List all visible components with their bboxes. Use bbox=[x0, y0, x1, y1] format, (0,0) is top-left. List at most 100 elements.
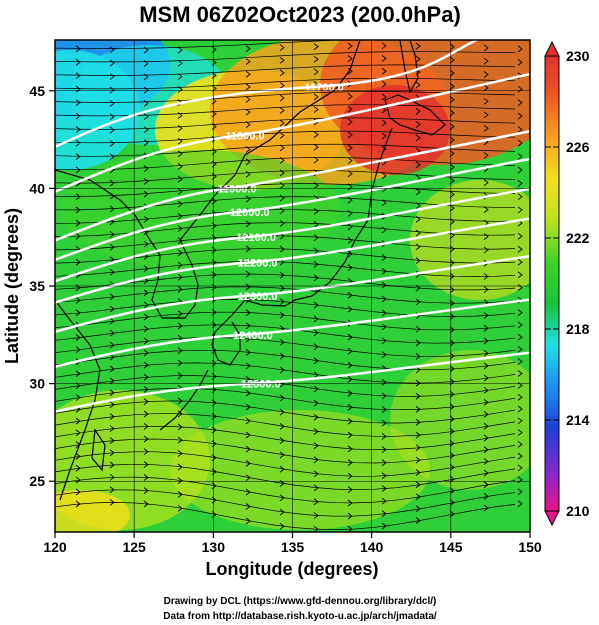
wind-arrow bbox=[347, 472, 353, 480]
wind-arrow bbox=[347, 131, 353, 139]
streamline bbox=[55, 235, 516, 251]
wind-arrow bbox=[517, 112, 523, 120]
wind-arrow bbox=[177, 175, 183, 183]
wind-arrow bbox=[517, 153, 523, 160]
wind-arrow bbox=[415, 481, 421, 489]
height-contour bbox=[55, 298, 530, 369]
contour-label: 12500.0 bbox=[241, 379, 281, 391]
wind-arrow bbox=[177, 125, 183, 132]
wind-arrow bbox=[109, 377, 115, 385]
x-tick-label: 135 bbox=[281, 539, 305, 555]
wind-arrow bbox=[75, 488, 81, 496]
wind-arrow bbox=[517, 45, 523, 53]
wind-arrow bbox=[415, 257, 421, 264]
wind-arrow bbox=[245, 348, 251, 356]
wind-arrow bbox=[109, 449, 115, 457]
wind-arrow bbox=[381, 485, 387, 492]
wind-arrow bbox=[483, 492, 489, 500]
wind-arrow bbox=[143, 178, 149, 185]
wind-arrow bbox=[347, 223, 353, 231]
wind-arrow bbox=[279, 94, 285, 102]
height-contour bbox=[55, 129, 530, 242]
wind-arrow bbox=[449, 218, 455, 226]
y-axis: 25 30 35 40 45 bbox=[29, 83, 55, 489]
wind-arrow bbox=[517, 58, 523, 66]
wind-arrow bbox=[313, 131, 319, 138]
wind-arrow bbox=[245, 362, 251, 370]
wind-arrow bbox=[415, 55, 421, 63]
wind-arrow bbox=[177, 150, 183, 158]
wind-arrow bbox=[109, 73, 115, 80]
wind-arrow bbox=[313, 247, 319, 255]
wind-arrow bbox=[483, 374, 489, 382]
wind-arrow bbox=[449, 136, 455, 144]
wind-arrow bbox=[177, 423, 183, 431]
wind-arrow bbox=[483, 469, 489, 477]
wind-arrow bbox=[517, 85, 523, 93]
colorbar-tick-label: 226 bbox=[566, 139, 590, 155]
wind-arrow bbox=[143, 461, 149, 468]
wind-arrow bbox=[109, 329, 115, 337]
wind-arrow bbox=[177, 450, 183, 457]
wind-arrow bbox=[245, 96, 251, 103]
wind-arrow bbox=[75, 58, 81, 66]
wind-arrow bbox=[347, 417, 353, 425]
wind-arrow bbox=[313, 234, 319, 242]
grid bbox=[55, 40, 530, 532]
wind-arrow bbox=[347, 55, 353, 62]
temperature-patch bbox=[390, 350, 530, 490]
wind-arrow bbox=[449, 440, 455, 447]
wind-arrow bbox=[245, 45, 251, 52]
wind-arrow bbox=[483, 233, 489, 240]
wind-arrow bbox=[109, 365, 115, 373]
wind-arrow bbox=[245, 488, 251, 496]
wind-arrow bbox=[449, 487, 455, 495]
wind-arrow bbox=[347, 264, 353, 272]
wind-arrow bbox=[279, 437, 285, 444]
wind-arrow bbox=[177, 112, 183, 119]
wind-arrow bbox=[75, 99, 81, 106]
wind-arrow bbox=[245, 309, 251, 317]
y-tick-label: 35 bbox=[29, 278, 45, 294]
wind-arrow bbox=[313, 301, 319, 309]
wind-arrow bbox=[279, 69, 285, 77]
wind-arrow bbox=[245, 403, 251, 411]
contour-label: 11800.0 bbox=[225, 131, 264, 143]
colorbar-tick-label: 218 bbox=[566, 321, 590, 337]
wind-arrow bbox=[75, 429, 81, 437]
wind-arrow bbox=[143, 165, 149, 172]
wind-arrow bbox=[381, 446, 387, 453]
contour-label: 12100.0 bbox=[236, 232, 276, 244]
wind-arrow bbox=[143, 215, 149, 223]
wind-arrow bbox=[75, 232, 81, 240]
wind-arrow bbox=[381, 309, 387, 317]
wind-arrow bbox=[279, 508, 285, 516]
wind-arrow bbox=[449, 259, 455, 267]
japan-kyushu-coastline bbox=[211, 321, 241, 366]
wind-arrow bbox=[109, 293, 115, 301]
japan-hokkaido-coastline bbox=[384, 94, 446, 136]
wind-arrow bbox=[415, 121, 421, 128]
wind-arrow bbox=[143, 240, 149, 248]
wind-arrow bbox=[75, 417, 81, 425]
wind-arrow bbox=[483, 179, 489, 186]
wind-arrow bbox=[177, 137, 183, 145]
wind-arrow bbox=[517, 99, 523, 107]
wind-arrow bbox=[313, 512, 319, 519]
wind-arrow bbox=[483, 386, 489, 394]
wind-arrow bbox=[75, 346, 81, 354]
wind-arrow bbox=[313, 182, 319, 189]
height-contour bbox=[55, 40, 480, 149]
wind-arrow bbox=[347, 210, 353, 217]
wind-arrow bbox=[279, 422, 285, 430]
wind-arrow bbox=[279, 119, 285, 127]
credit-data: Data from http://database.rish.kyoto-u.a… bbox=[163, 611, 437, 622]
wind-arrow bbox=[279, 144, 285, 152]
wind-arrow bbox=[347, 93, 353, 100]
wind-arrow bbox=[313, 274, 319, 282]
wind-arrow bbox=[143, 289, 149, 297]
wind-arrow bbox=[449, 464, 455, 471]
wind-arrow bbox=[177, 163, 183, 170]
wind-arrow bbox=[313, 156, 319, 164]
wind-arrow bbox=[109, 100, 115, 107]
